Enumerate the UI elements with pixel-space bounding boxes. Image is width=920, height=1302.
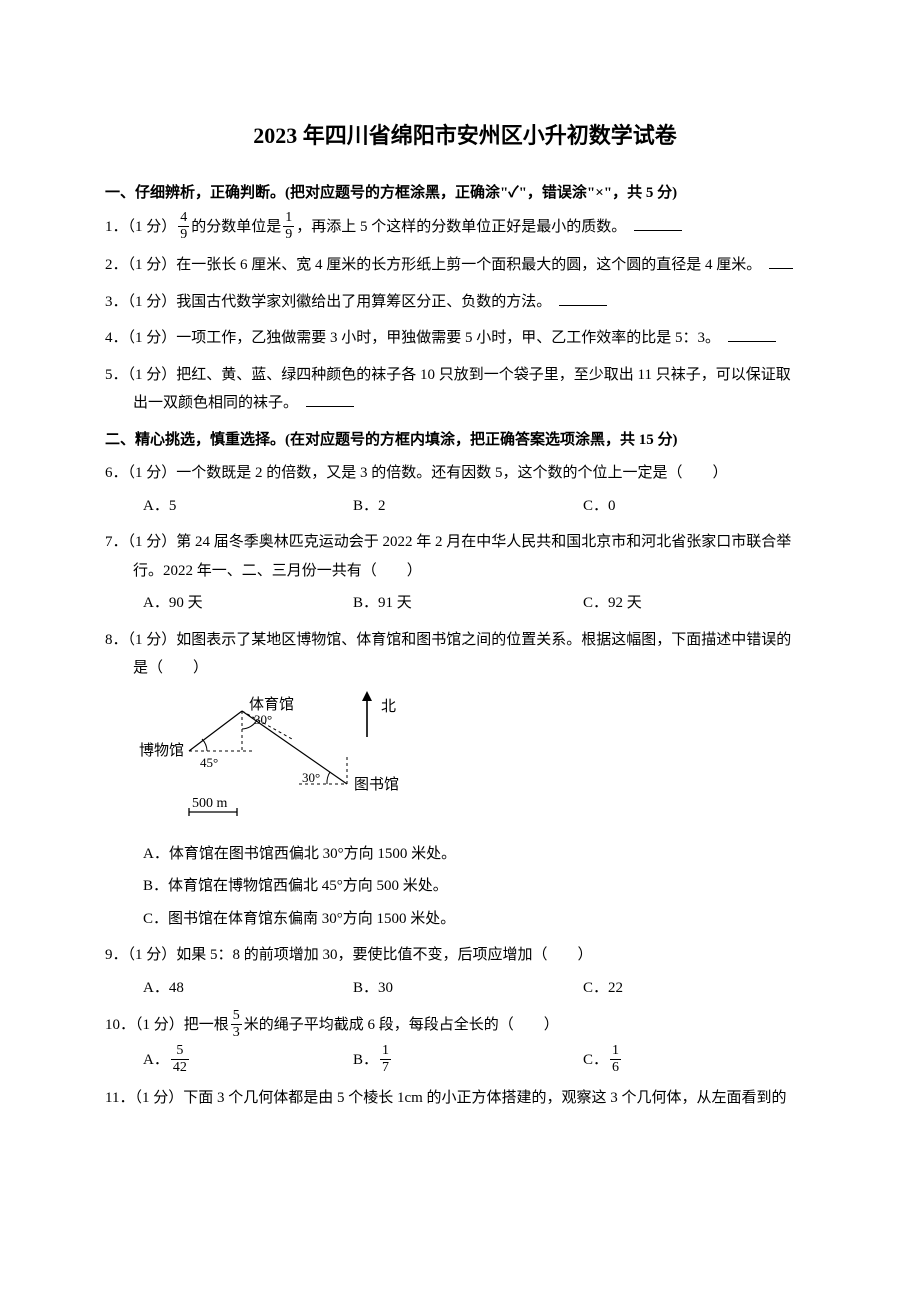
q2-text: 2．（1 分）在一张长 6 厘米、宽 4 厘米的长方形纸上剪一个面积最大的圆，这… <box>105 257 754 273</box>
q8-line1: 8．（1 分）如图表示了某地区博物馆、体育馆和图书馆之间的位置关系。根据这幅图，… <box>105 626 825 655</box>
q10-text-b: 米的绳子平均截成 6 段，每段占全长的（ ） <box>244 1017 559 1033</box>
q10-options: A．542 B．17 C．16 <box>105 1045 825 1076</box>
fraction-5-42: 542 <box>171 1044 189 1075</box>
north-label: 北 <box>381 698 396 715</box>
museum-label: 博物馆 <box>139 742 184 759</box>
scale-label: 500 m <box>192 796 228 811</box>
option-c: C．16 <box>583 1045 763 1076</box>
gym-label: 体育馆 <box>249 696 294 713</box>
question-4: 4．（1 分）一项工作，乙独做需要 3 小时，甲独做需要 5 小时，甲、乙工作效… <box>105 324 825 353</box>
fraction-5-3: 53 <box>231 1009 242 1040</box>
blank <box>634 213 682 231</box>
option-b: B．2 <box>353 492 583 521</box>
q7-options: A．90 天 B．91 天 C．92 天 <box>105 589 825 618</box>
option-c: C．22 <box>583 974 763 1003</box>
blank <box>306 389 354 407</box>
option-b: B．体育馆在博物馆西偏北 45°方向 500 米处。 <box>143 872 825 901</box>
question-5: 5．（1 分）把红、黄、蓝、绿四种颜色的袜子各 10 只放到一个袋子里，至少取出… <box>105 361 825 418</box>
q8-diagram: 北 博物馆 体育馆 45° 30° 30° <box>105 689 825 834</box>
page-title: 2023 年四川省绵阳市安州区小升初数学试卷 <box>105 115 825 157</box>
fraction-4-9: 49 <box>178 211 189 242</box>
question-8: 8．（1 分）如图表示了某地区博物馆、体育馆和图书馆之间的位置关系。根据这幅图，… <box>105 626 825 934</box>
option-b: B．17 <box>353 1045 583 1076</box>
angle30a-label: 30° <box>254 712 272 727</box>
question-10: 10．（1 分）把一根53米的绳子平均截成 6 段，每段占全长的（ ） A．54… <box>105 1010 825 1076</box>
blank <box>728 324 776 342</box>
q5-line1: 5．（1 分）把红、黄、蓝、绿四种颜色的袜子各 10 只放到一个袋子里，至少取出… <box>105 361 825 390</box>
option-b: B．30 <box>353 974 583 1003</box>
blank <box>769 251 793 269</box>
q8-line2: 是（ ） <box>105 654 825 683</box>
q9-options: A．48 B．30 C．22 <box>105 974 825 1003</box>
option-a: A．90 天 <box>143 589 353 618</box>
q10-text-a: 10．（1 分）把一根 <box>105 1017 229 1033</box>
q1-text-a: 1．（1 分） <box>105 219 176 235</box>
q7-line2: 行。2022 年一、二、三月份一共有（ ） <box>105 557 825 586</box>
option-a: A．542 <box>143 1045 353 1076</box>
fraction-1-9: 19 <box>283 211 294 242</box>
option-c: C．0 <box>583 492 763 521</box>
q1-text-b: 的分数单位是 <box>191 219 281 235</box>
option-b: B．91 天 <box>353 589 583 618</box>
q1-text-c: ，再添上 5 个这样的分数单位正好是最小的质数。 <box>296 219 619 235</box>
q4-text: 4．（1 分）一项工作，乙独做需要 3 小时，甲独做需要 5 小时，甲、乙工作效… <box>105 330 713 346</box>
question-7: 7．（1 分）第 24 届冬季奥林匹克运动会于 2022 年 2 月在中华人民共… <box>105 528 825 618</box>
section2-header: 二、精心挑选，慎重选择。(在对应题号的方框内填涂，把正确答案选项涂黑，共 15 … <box>105 426 825 455</box>
q6-options: A．5 B．2 C．0 <box>105 492 825 521</box>
library-label: 图书馆 <box>354 776 399 793</box>
fraction-1-6: 16 <box>610 1044 621 1075</box>
q8-options: A．体育馆在图书馆西偏北 30°方向 1500 米处。 B．体育馆在博物馆西偏北… <box>105 840 825 934</box>
option-c: C．92 天 <box>583 589 763 618</box>
fraction-1-7: 17 <box>380 1044 391 1075</box>
question-11: 11．（1 分）下面 3 个几何体都是由 5 个棱长 1cm 的小正方体搭建的，… <box>105 1084 825 1113</box>
angle30b-label: 30° <box>302 770 320 785</box>
q5-line2: 出一双颜色相同的袜子。 <box>105 389 825 418</box>
section1-header: 一、仔细辨析，正确判断。(把对应题号的方框涂黑，正确涂"✓"，错误涂"×"，共 … <box>105 179 825 208</box>
option-a: A．48 <box>143 974 353 1003</box>
option-c: C．图书馆在体育馆东偏南 30°方向 1500 米处。 <box>143 905 825 934</box>
question-1: 1．（1 分）49的分数单位是19，再添上 5 个这样的分数单位正好是最小的质数… <box>105 212 825 243</box>
angle45-label: 45° <box>200 755 218 770</box>
q7-line1: 7．（1 分）第 24 届冬季奥林匹克运动会于 2022 年 2 月在中华人民共… <box>105 528 825 557</box>
q9-text: 9．（1 分）如果 5：8 的前项增加 30，要使比值不变，后项应增加（ ） <box>105 941 825 970</box>
question-3: 3．（1 分）我国古代数学家刘徽给出了用算筹区分正、负数的方法。 <box>105 288 825 317</box>
q3-text: 3．（1 分）我国古代数学家刘徽给出了用算筹区分正、负数的方法。 <box>105 294 544 310</box>
blank <box>559 288 607 306</box>
question-6: 6．（1 分）一个数既是 2 的倍数，又是 3 的倍数。还有因数 5，这个数的个… <box>105 459 825 520</box>
option-a: A．体育馆在图书馆西偏北 30°方向 1500 米处。 <box>143 840 825 869</box>
question-9: 9．（1 分）如果 5：8 的前项增加 30，要使比值不变，后项应增加（ ） A… <box>105 941 825 1002</box>
question-2: 2．（1 分）在一张长 6 厘米、宽 4 厘米的长方形纸上剪一个面积最大的圆，这… <box>105 251 825 280</box>
option-a: A．5 <box>143 492 353 521</box>
q11-text: 11．（1 分）下面 3 个几何体都是由 5 个棱长 1cm 的小正方体搭建的，… <box>105 1084 825 1113</box>
q6-text: 6．（1 分）一个数既是 2 的倍数，又是 3 的倍数。还有因数 5，这个数的个… <box>105 459 825 488</box>
